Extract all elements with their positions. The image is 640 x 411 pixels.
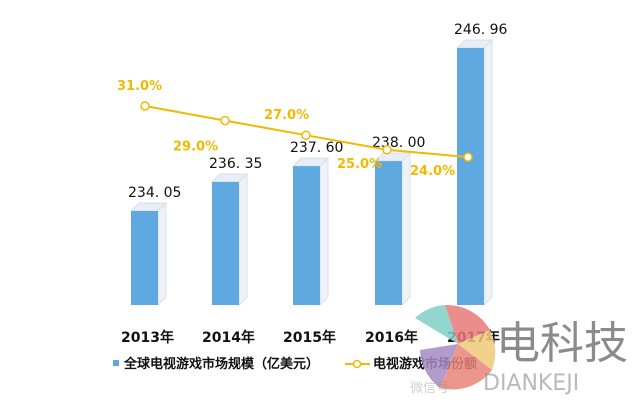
line-value-label: 25.0% [337, 157, 382, 172]
line-marker [382, 145, 392, 155]
legend-bar-label: 全球电视游戏市场规模（亿美元） [123, 356, 319, 372]
bar-side [319, 156, 329, 307]
line-marker [463, 152, 473, 162]
bar [212, 181, 239, 305]
legend-line-marker [352, 359, 362, 369]
bar-value-label: 236. 35 [209, 156, 262, 172]
line-value-label: 24.0% [410, 164, 455, 179]
x-tick-label: 2013年 [121, 329, 174, 346]
bar [457, 47, 484, 305]
line-value-label: 31.0% [117, 79, 162, 94]
bar [293, 166, 320, 305]
x-tick-label: 2016年 [365, 329, 418, 346]
watermark-subtitle: DIANKEJI [483, 371, 579, 396]
line-value-label: 27.0% [264, 108, 309, 123]
line-value-label: 29.0% [173, 140, 218, 155]
bar-side [483, 38, 493, 307]
watermark-logo: 电科技 DIANKEJI 微信号 [410, 304, 628, 396]
bar [131, 211, 158, 305]
line-marker [220, 115, 230, 126]
watermark-wechat: 微信号 [410, 381, 449, 396]
line-marker [140, 101, 150, 111]
watermark-title: 电科技 [496, 318, 628, 369]
bar-value-label: 234. 05 [128, 185, 181, 201]
bar-side [157, 201, 167, 307]
bar-side [401, 151, 411, 307]
bar [375, 161, 402, 305]
legend-bar-swatch [113, 360, 119, 366]
bar-side [238, 172, 248, 307]
bar-value-label: 246. 96 [454, 22, 508, 38]
bar-value-label: 237. 60 [290, 140, 343, 156]
x-tick-label: 2014年 [202, 329, 255, 346]
x-tick-label: 2015年 [283, 329, 336, 346]
line-marker [301, 130, 311, 140]
